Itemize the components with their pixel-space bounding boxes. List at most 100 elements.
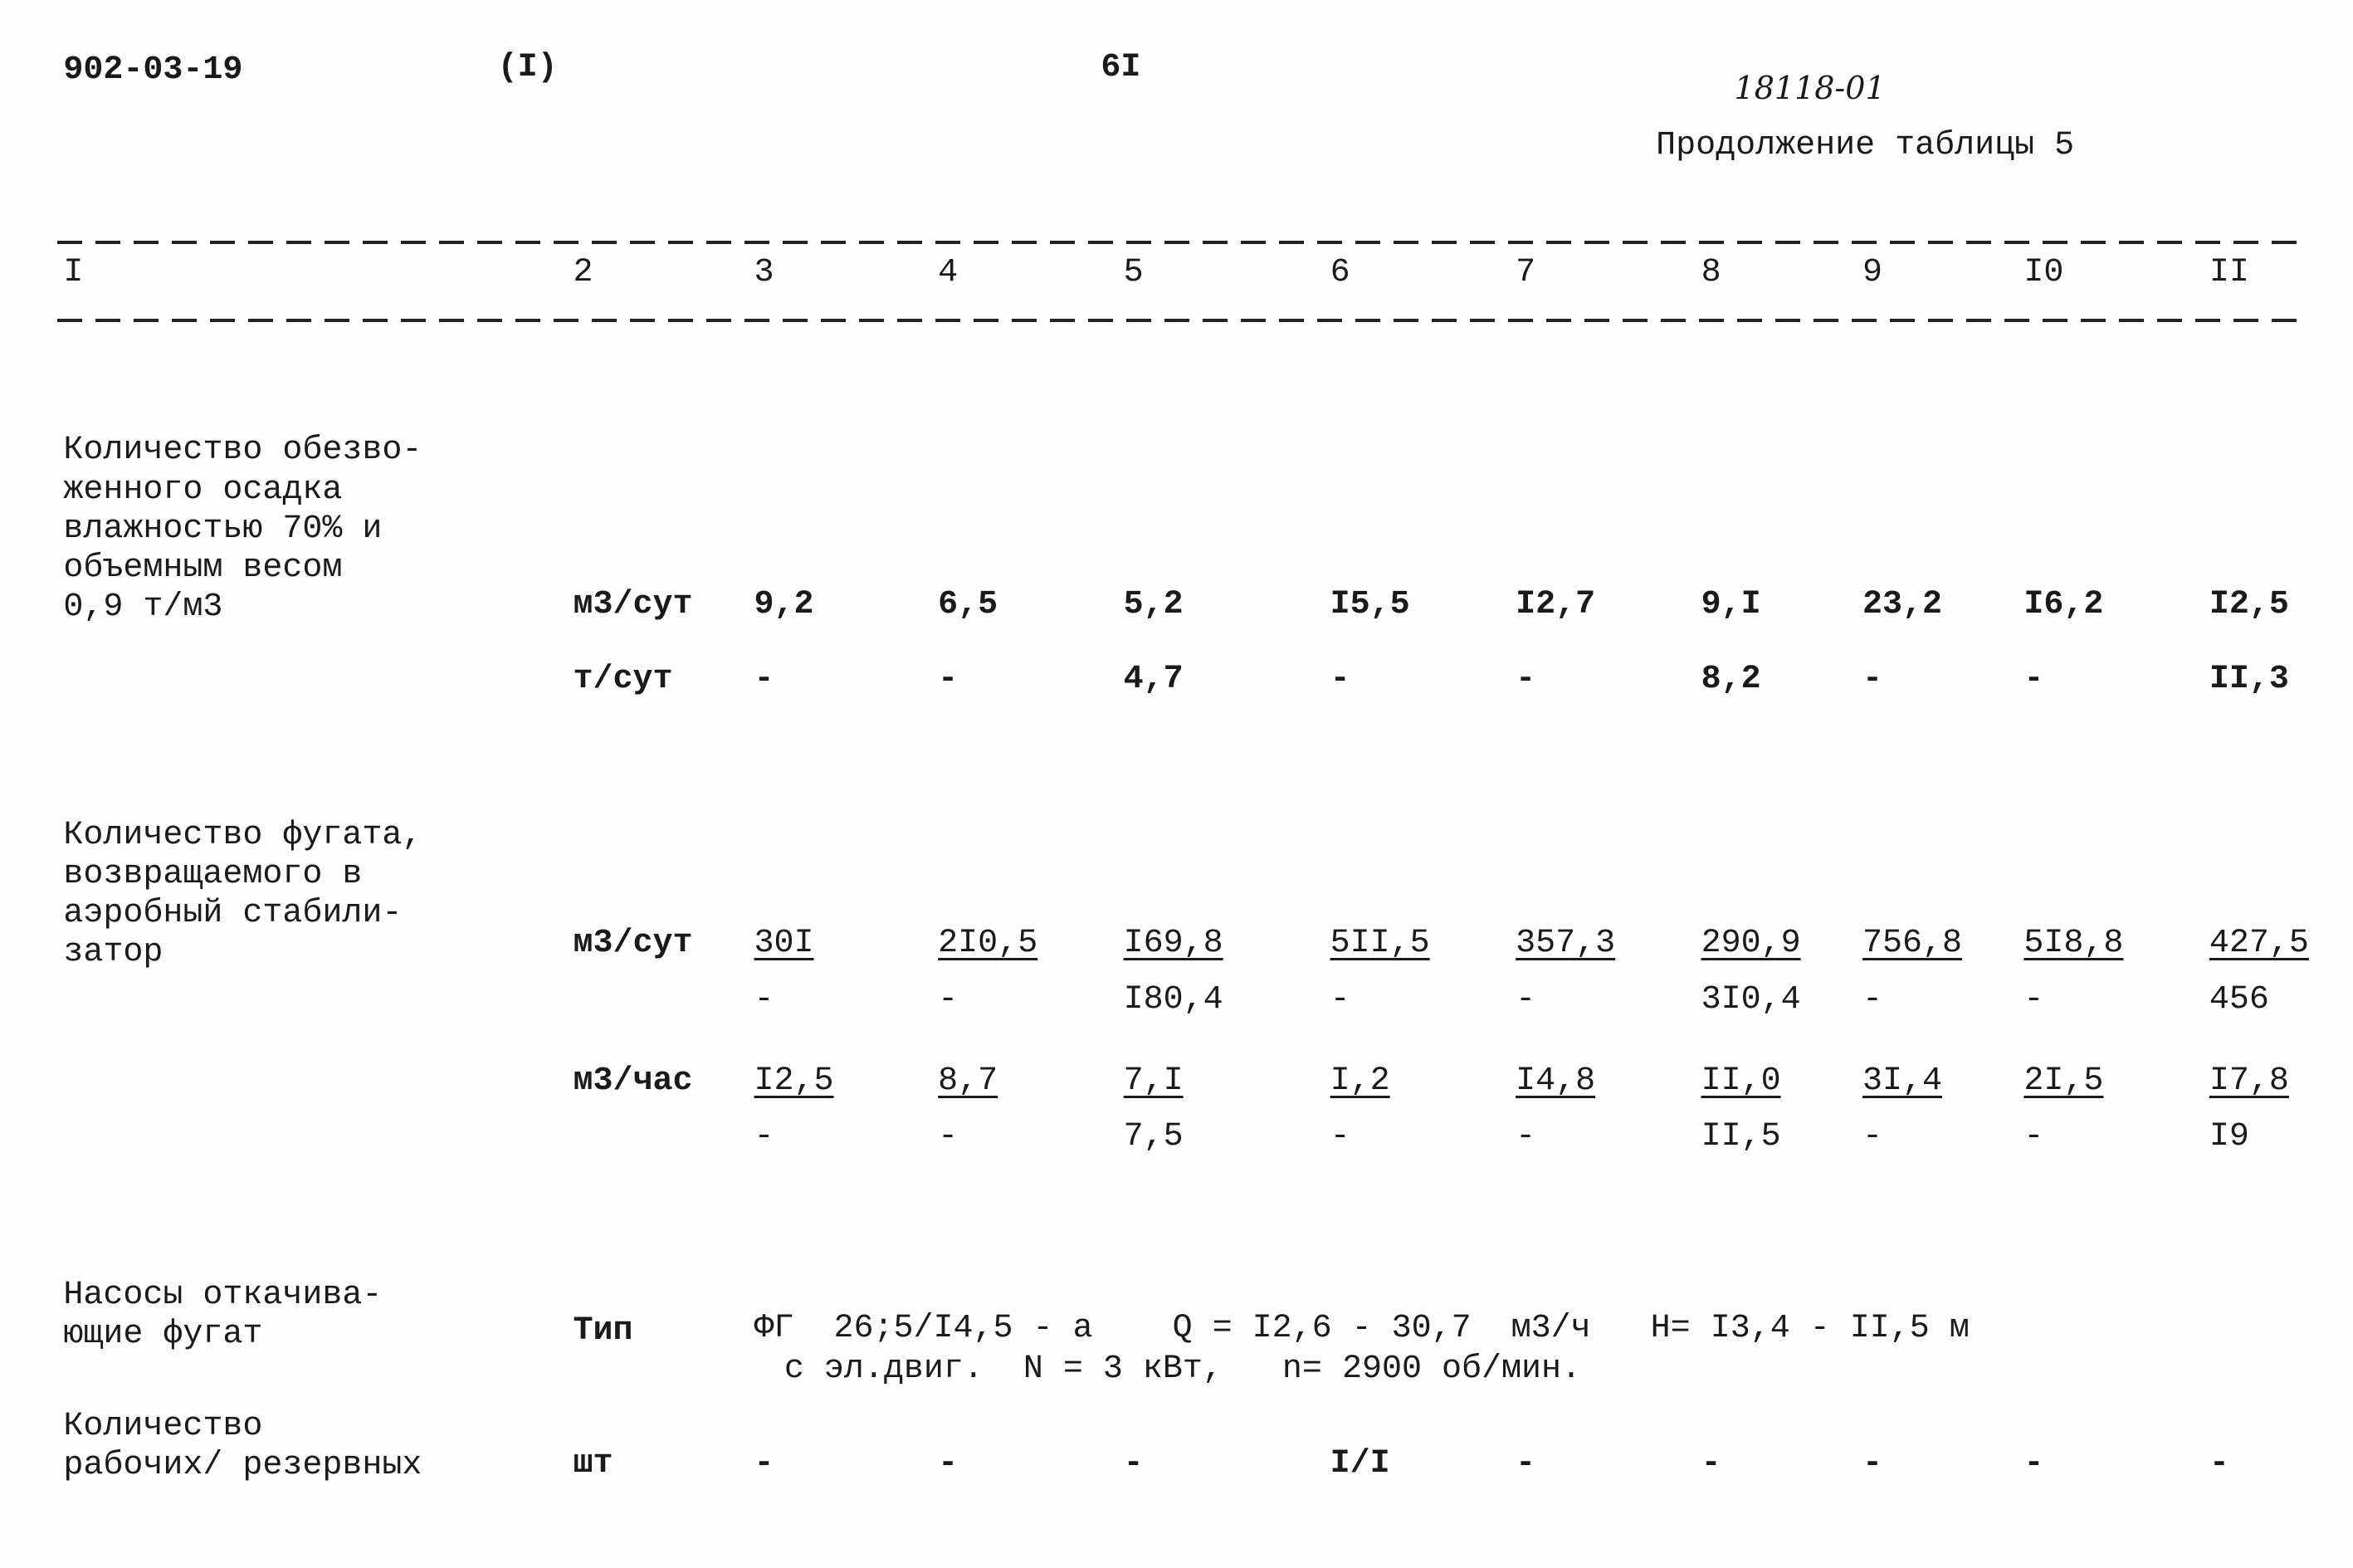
row-label: затор xyxy=(63,934,164,972)
cell-value: - xyxy=(1862,1445,1882,1483)
cell-value-below: 7,5 xyxy=(1123,1118,1184,1156)
cell-value: - xyxy=(938,661,959,699)
column-number: II xyxy=(2209,253,2249,291)
cell-value-below: - xyxy=(1862,980,1882,1018)
column-number: 7 xyxy=(1516,253,1536,291)
cell-value-below: - xyxy=(1330,1118,1350,1156)
cell-value: 4,7 xyxy=(1123,661,1184,699)
cell-value-below: - xyxy=(1862,1118,1882,1156)
cell-value-below: - xyxy=(1330,980,1350,1018)
cell-value: - xyxy=(1701,1445,1721,1483)
cell-value: II,3 xyxy=(2209,661,2289,699)
cell-value: 357,3 xyxy=(1516,925,1616,963)
cell-value: I4,8 xyxy=(1516,1062,1596,1100)
column-number: I0 xyxy=(2023,253,2064,291)
row-label: Насосы откачива- xyxy=(63,1276,383,1314)
cell-value: - xyxy=(2023,661,2044,699)
cell-value: 427,5 xyxy=(2209,925,2309,963)
archive-stamp: 18118-01 xyxy=(1734,70,1886,107)
row-label: Количество обезво- xyxy=(63,432,422,470)
unit: м3/сут xyxy=(573,925,693,963)
row-label: возвращаемого в xyxy=(63,855,363,893)
cell-value: 5I8,8 xyxy=(2023,925,2124,963)
cell-value: I69,8 xyxy=(1123,925,1223,963)
cell-value: 5II,5 xyxy=(1330,925,1430,963)
cell-value: 8,7 xyxy=(938,1062,998,1100)
cell-value: - xyxy=(1123,1445,1144,1483)
cell-value: - xyxy=(2209,1445,2229,1483)
pump-spec: с эл.двиг. N = 3 кВт, n= 2900 об/мин. xyxy=(784,1350,1581,1388)
cell-value: 7,I xyxy=(1123,1062,1184,1100)
cell-value-below: - xyxy=(2023,1118,2044,1156)
cell-value-below: I80,4 xyxy=(1123,980,1223,1018)
cell-value: 5,2 xyxy=(1123,585,1184,623)
row-label: Количество xyxy=(63,1407,263,1445)
unit: т/сут xyxy=(573,661,673,699)
cell-value-below: 456 xyxy=(2209,980,2269,1018)
cell-value: - xyxy=(938,1445,959,1483)
cell-value: 2I0,5 xyxy=(938,925,1038,963)
cell-value-below: - xyxy=(2023,980,2044,1018)
column-number: 3 xyxy=(754,253,774,291)
cell-value: 290,9 xyxy=(1701,925,1801,963)
cell-value-below: - xyxy=(754,1118,774,1156)
cell-value: 9,I xyxy=(1701,585,1761,623)
row-label: ющие фугат xyxy=(63,1316,263,1354)
cell-value: - xyxy=(754,661,774,699)
pump-spec: ФГ 26;5/I4,5 - а Q = I2,6 - 30,7 м3/ч H=… xyxy=(754,1309,1970,1347)
cell-value: - xyxy=(2023,1445,2044,1483)
cell-value-below: - xyxy=(1516,980,1536,1018)
cell-value: I2,7 xyxy=(1516,585,1596,623)
unit: м3/сут xyxy=(573,585,693,623)
cell-value: 756,8 xyxy=(1862,925,1963,963)
table-caption: Продолжение таблицы 5 xyxy=(1656,127,2075,165)
cell-value: - xyxy=(1862,661,1882,699)
unit: шт xyxy=(573,1445,613,1483)
row-label: аэробный стабили- xyxy=(63,895,403,933)
unit: м3/час xyxy=(573,1062,693,1100)
cell-value-below: - xyxy=(938,980,959,1018)
cell-value: - xyxy=(1516,661,1536,699)
row-label: Количество фугата, xyxy=(63,816,422,854)
cell-value-below: I9 xyxy=(2209,1118,2249,1156)
cell-value: I5,5 xyxy=(1330,585,1410,623)
unit: Тип xyxy=(573,1312,633,1351)
cell-value: - xyxy=(1330,661,1350,699)
column-number: 2 xyxy=(573,253,593,291)
cell-value: - xyxy=(754,1445,774,1483)
page-number: 6I xyxy=(1101,48,1141,86)
cell-value-below: II,5 xyxy=(1701,1118,1781,1156)
column-number: 5 xyxy=(1123,253,1144,291)
cell-value: 8,2 xyxy=(1701,661,1761,699)
row-label: женного осадка xyxy=(63,471,343,509)
cell-value-below: - xyxy=(938,1118,959,1156)
cell-value: 2I,5 xyxy=(2023,1062,2104,1100)
cell-value: I6,2 xyxy=(2023,585,2104,623)
cell-value: 3I,4 xyxy=(1862,1062,1942,1100)
cell-value: 23,2 xyxy=(1862,585,1942,623)
cell-value: - xyxy=(1516,1445,1536,1483)
doc-part: (I) xyxy=(497,48,558,86)
column-number: I xyxy=(63,253,84,291)
cell-value: 9,2 xyxy=(754,585,814,623)
doc-code: 902-03-19 xyxy=(63,51,243,90)
cell-value: 6,5 xyxy=(938,585,998,623)
cell-value-below: - xyxy=(754,980,774,1018)
cell-value: I7,8 xyxy=(2209,1062,2289,1100)
column-number: 8 xyxy=(1701,253,1721,291)
cell-value: I/I xyxy=(1330,1445,1390,1483)
cell-value: I2,5 xyxy=(2209,585,2289,623)
cell-value-below: - xyxy=(1516,1118,1536,1156)
cell-value: I2,5 xyxy=(754,1062,834,1100)
cell-value-below: 3I0,4 xyxy=(1701,980,1801,1018)
row-label: влажностью 70% и xyxy=(63,510,383,548)
row-label: объемным весом xyxy=(63,550,343,588)
row-label: 0,9 т/м3 xyxy=(63,589,223,627)
cell-value: 30I xyxy=(754,925,814,963)
column-number: 4 xyxy=(938,253,959,291)
column-number: 6 xyxy=(1330,253,1350,291)
row-label: рабочих/ резервных xyxy=(63,1447,422,1485)
cell-value: I,2 xyxy=(1330,1062,1390,1100)
